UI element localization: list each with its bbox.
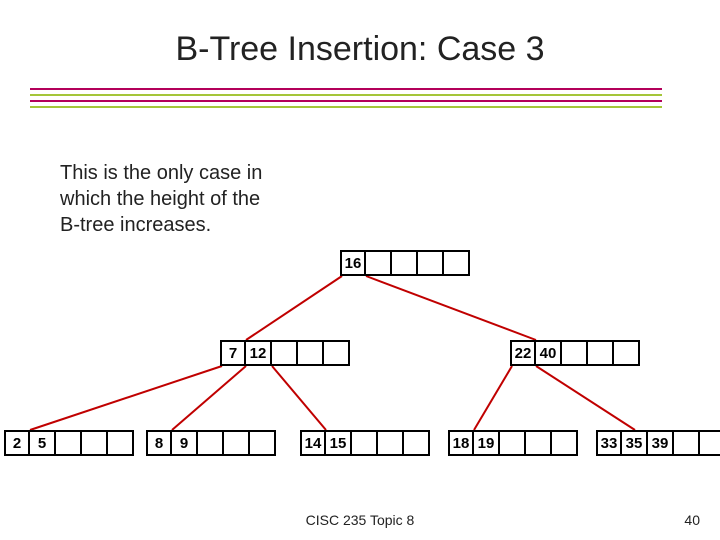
btree-cell [552, 430, 578, 456]
divider-rule [30, 94, 662, 96]
btree-cell [418, 250, 444, 276]
btree-cell [444, 250, 470, 276]
btree-cell [324, 340, 350, 366]
page-number: 40 [684, 512, 700, 528]
btree-cell [224, 430, 250, 456]
btree-cell [378, 430, 404, 456]
btree-cell: 15 [326, 430, 352, 456]
btree-cell [82, 430, 108, 456]
btree-cell: 16 [340, 250, 366, 276]
caption-line: This is the only case in [60, 160, 262, 186]
btree-cell [298, 340, 324, 366]
footer-text: CISC 235 Topic 8 [0, 512, 720, 528]
btree-cell: 14 [300, 430, 326, 456]
btree-cell: 22 [510, 340, 536, 366]
btree-edge [366, 276, 536, 340]
btree-node: 25 [4, 430, 134, 456]
btree-edge [246, 276, 342, 340]
btree-cell: 35 [622, 430, 648, 456]
btree-cell: 18 [448, 430, 474, 456]
title-rules [30, 88, 662, 108]
divider-rule [30, 106, 662, 108]
btree-node: 2240 [510, 340, 640, 366]
btree-cell [392, 250, 418, 276]
btree-cell [198, 430, 224, 456]
divider-rule [30, 88, 662, 90]
btree-node: 89 [146, 430, 276, 456]
btree-cell [500, 430, 526, 456]
btree-cell: 9 [172, 430, 198, 456]
btree-cell [352, 430, 378, 456]
btree-cell: 33 [596, 430, 622, 456]
btree-cell: 7 [220, 340, 246, 366]
btree-node: 1819 [448, 430, 578, 456]
btree-node: 1415 [300, 430, 430, 456]
btree-edge [536, 366, 635, 430]
caption-line: which the height of the [60, 186, 262, 212]
btree-cell [700, 430, 720, 456]
btree-node: 333539 [596, 430, 720, 456]
btree-edge [474, 366, 512, 430]
btree-cell [404, 430, 430, 456]
btree-cell [526, 430, 552, 456]
btree-cell [56, 430, 82, 456]
btree-cell [250, 430, 276, 456]
caption-line: B-tree increases. [60, 212, 262, 238]
caption-text: This is the only case inwhich the height… [60, 160, 262, 238]
slide-title: B-Tree Insertion: Case 3 [0, 30, 720, 69]
btree-cell [108, 430, 134, 456]
btree-edge [172, 366, 246, 430]
btree-cell: 39 [648, 430, 674, 456]
btree-node: 712 [220, 340, 350, 366]
btree-cell: 19 [474, 430, 500, 456]
btree-cell: 2 [4, 430, 30, 456]
btree-node: 16 [340, 250, 470, 276]
btree-cell: 8 [146, 430, 172, 456]
btree-cell: 12 [246, 340, 272, 366]
btree-cell [614, 340, 640, 366]
btree-cell: 5 [30, 430, 56, 456]
btree-cell [674, 430, 700, 456]
btree-edge [272, 366, 326, 430]
btree-cell [562, 340, 588, 366]
btree-cell [588, 340, 614, 366]
divider-rule [30, 100, 662, 102]
btree-cell [272, 340, 298, 366]
btree-edge [30, 366, 222, 430]
btree-cell: 40 [536, 340, 562, 366]
btree-cell [366, 250, 392, 276]
